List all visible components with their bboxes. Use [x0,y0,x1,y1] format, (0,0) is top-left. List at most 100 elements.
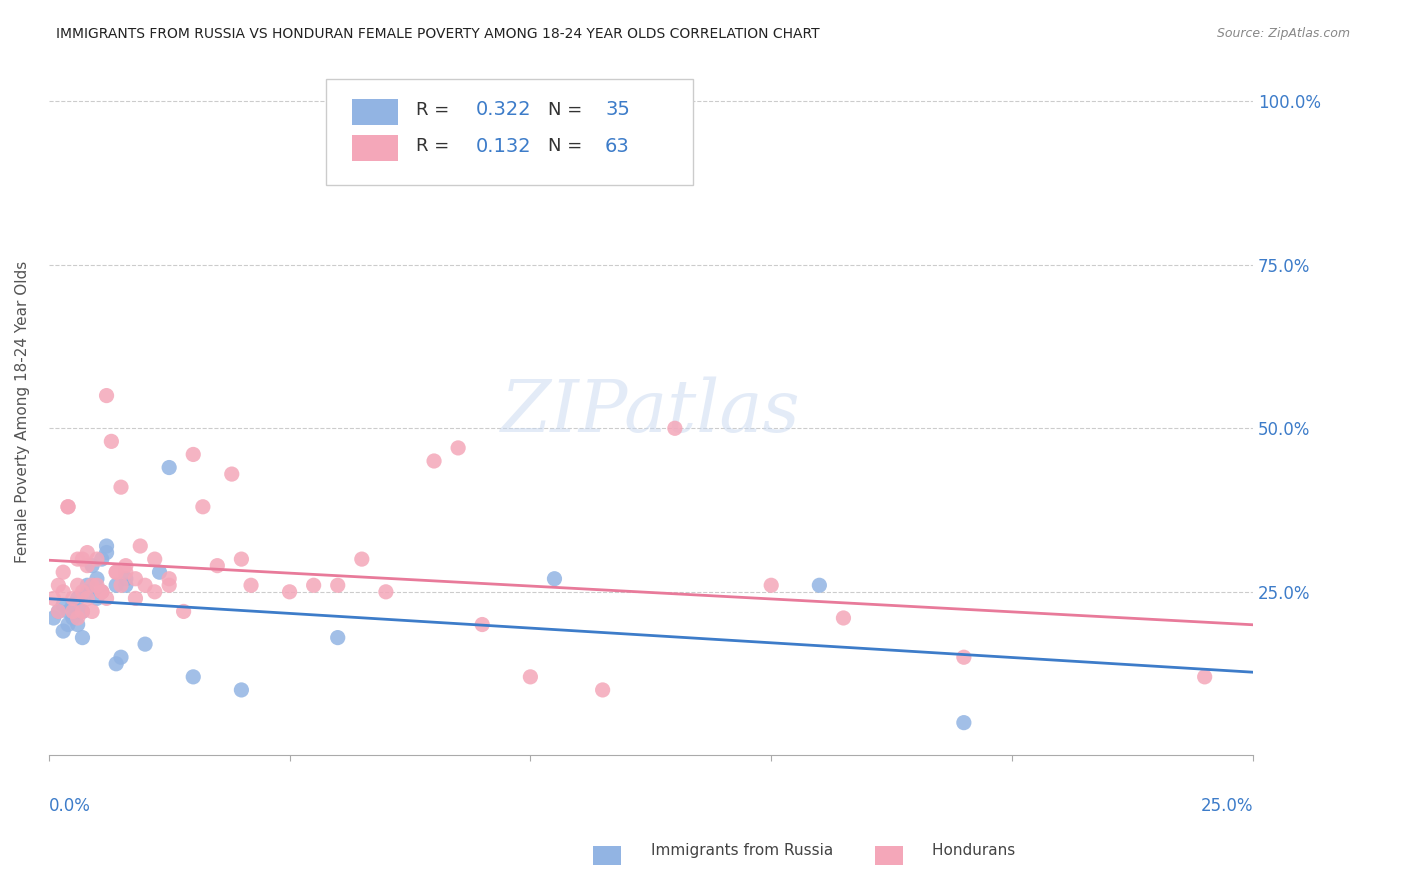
Point [124,572,146,586]
Point [953,715,976,730]
Point [90,584,112,599]
Point [56,604,79,618]
Point [76,591,98,606]
Point [278,584,301,599]
Point [124,591,146,606]
Text: R =: R = [416,101,456,119]
Point [72,604,94,618]
Point [96,545,118,559]
Point [423,454,446,468]
Text: 35: 35 [605,100,630,120]
Point [114,578,136,592]
Point [110,480,132,494]
Point [72,552,94,566]
Point [350,552,373,566]
Point [48,604,70,618]
Point [52,565,75,579]
Point [326,578,349,592]
Text: R =: R = [416,137,456,155]
Point [96,539,118,553]
Point [66,591,89,606]
Point [374,584,396,599]
Point [110,578,132,592]
Point [191,500,214,514]
Text: IMMIGRANTS FROM RUSSIA VS HONDURAN FEMALE POVERTY AMONG 18-24 YEAR OLDS CORRELAT: IMMIGRANTS FROM RUSSIA VS HONDURAN FEMAL… [56,27,820,41]
Text: ZIPatlas: ZIPatlas [501,376,800,447]
Point [62,598,84,612]
Point [129,539,152,553]
Point [66,617,89,632]
Text: Source: ZipAtlas.com: Source: ZipAtlas.com [1216,27,1350,40]
Point [72,631,94,645]
Text: 25.0%: 25.0% [1201,797,1253,814]
Point [207,558,229,573]
Point [52,584,75,599]
Point [105,578,128,592]
Point [543,572,565,586]
Point [90,584,112,599]
Point [231,552,253,566]
Point [90,552,112,566]
Text: 0.0%: 0.0% [49,797,90,814]
Point [82,578,104,592]
Point [72,604,94,618]
Point [221,467,243,481]
Point [42,591,65,606]
Point [56,500,79,514]
Point [157,460,180,475]
Point [519,670,541,684]
Point [114,572,136,586]
Point [72,584,94,599]
Point [1194,670,1216,684]
Point [761,578,783,592]
Point [832,611,855,625]
Point [100,434,122,449]
Point [447,441,470,455]
Point [114,565,136,579]
Point [181,670,204,684]
Point [66,611,89,625]
Point [66,552,89,566]
Point [62,604,84,618]
Point [48,604,70,618]
Point [86,578,108,592]
FancyBboxPatch shape [352,99,398,125]
Text: 0.132: 0.132 [477,136,531,155]
Point [134,637,156,651]
Point [66,578,89,592]
Point [76,545,98,559]
Point [105,565,128,579]
Point [808,578,831,592]
Text: N =: N = [548,101,589,119]
Point [143,552,166,566]
Point [82,604,104,618]
Text: 0.322: 0.322 [477,100,531,120]
FancyBboxPatch shape [326,78,693,186]
Point [953,650,976,665]
Point [86,572,108,586]
Point [56,500,79,514]
Point [76,584,98,599]
Point [105,657,128,671]
Text: Immigrants from Russia: Immigrants from Russia [612,843,832,858]
Point [326,631,349,645]
Point [82,558,104,573]
Text: Hondurans: Hondurans [893,843,1015,858]
Point [143,584,166,599]
Point [76,578,98,592]
FancyBboxPatch shape [593,846,621,865]
Point [96,591,118,606]
Point [86,552,108,566]
Point [42,611,65,625]
Point [157,572,180,586]
Point [105,565,128,579]
FancyBboxPatch shape [875,846,903,865]
Point [96,388,118,402]
Point [148,565,170,579]
Text: N =: N = [548,137,589,155]
Point [62,611,84,625]
Point [134,578,156,592]
Point [110,650,132,665]
Point [48,578,70,592]
Point [76,558,98,573]
